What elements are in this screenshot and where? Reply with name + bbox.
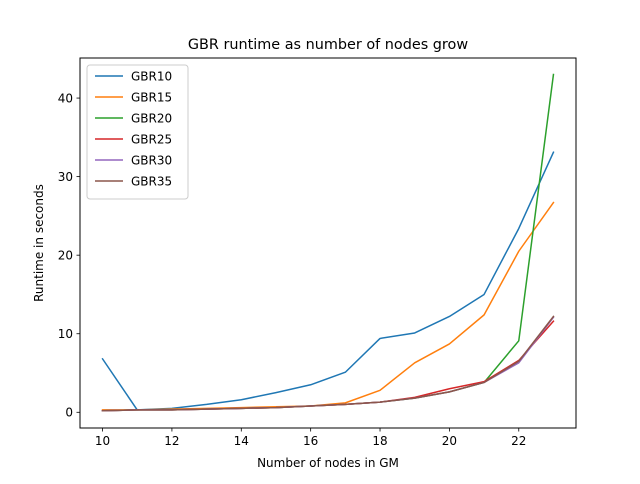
x-tick-label: 20 — [442, 434, 457, 448]
legend-label-gbr30: GBR30 — [131, 153, 172, 167]
series-line-gbr35 — [101, 315, 555, 412]
x-axis-label: Number of nodes in GM — [257, 456, 399, 470]
y-tick-label: 40 — [58, 91, 73, 105]
legend-label-gbr35: GBR35 — [131, 174, 172, 188]
series-line-gbr15 — [101, 201, 555, 411]
plot-frame — [79, 57, 577, 429]
legend-label-gbr15: GBR15 — [131, 90, 172, 104]
x-tick-label: 14 — [234, 434, 249, 448]
chart-title: GBR runtime as number of nodes grow — [188, 37, 468, 53]
legend-box — [86, 64, 189, 200]
x-tick-label: 10 — [95, 434, 110, 448]
x-tick-label: 22 — [511, 434, 526, 448]
x-tick-label: 12 — [164, 434, 179, 448]
x-axis: 10 12 14 16 18 20 22 — [95, 428, 526, 448]
y-axis-label: Runtime in seconds — [32, 184, 46, 302]
y-tick-label: 20 — [58, 248, 73, 262]
y-axis: 0 10 20 30 40 — [58, 91, 80, 420]
legend-label-gbr20: GBR20 — [131, 111, 172, 125]
x-tick-label: 18 — [372, 434, 387, 448]
legend-label-gbr25: GBR25 — [131, 132, 172, 146]
x-tick-label: 16 — [303, 434, 318, 448]
y-tick-label: 0 — [65, 406, 73, 420]
series-line-gbr10 — [101, 151, 555, 411]
legend: GBR10 GBR15 GBR20 GBR25 GBR30 GBR35 — [86, 64, 189, 200]
y-tick-label: 30 — [58, 170, 73, 184]
legend-label-gbr10: GBR10 — [131, 69, 172, 83]
y-tick-label: 10 — [58, 327, 73, 341]
series-layer — [101, 73, 555, 412]
